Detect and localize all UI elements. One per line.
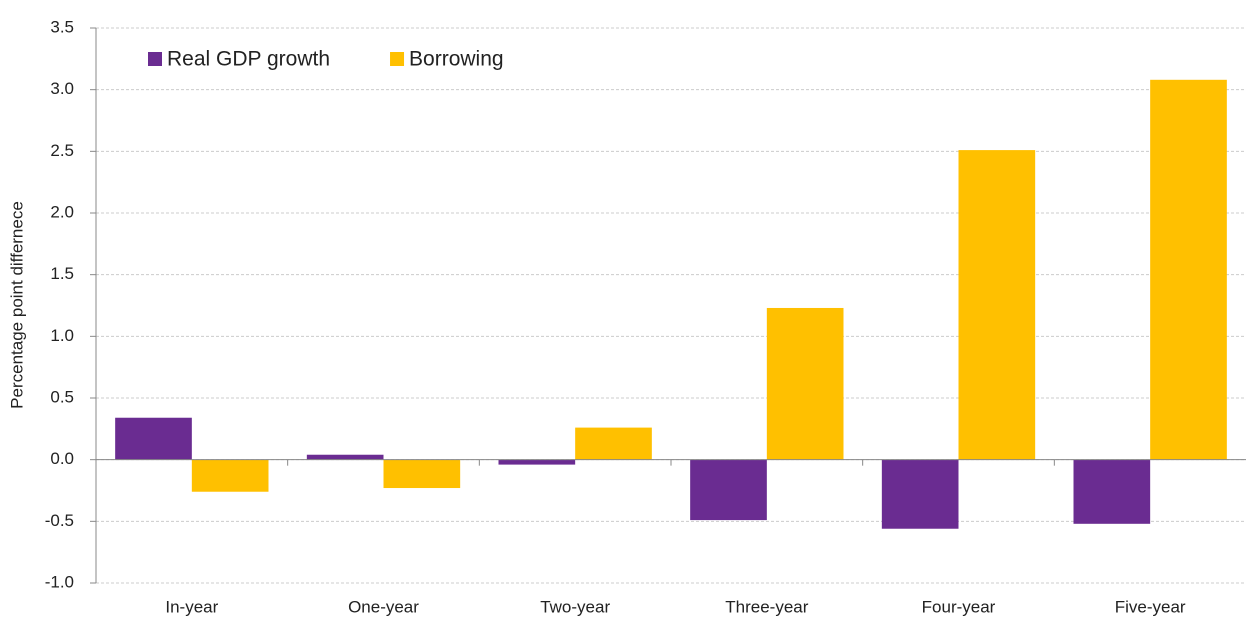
bar xyxy=(383,459,461,489)
y-tick-label: 2.5 xyxy=(50,141,74,160)
y-tick-label: 0.0 xyxy=(50,449,74,468)
x-tick-label: Five-year xyxy=(1115,597,1186,616)
y-tick-label: -0.5 xyxy=(45,511,74,530)
bar xyxy=(115,417,192,460)
y-tick-label: 3.5 xyxy=(50,17,74,36)
x-tick-label: In-year xyxy=(165,597,218,616)
legend-swatch xyxy=(390,52,405,66)
y-tick-label: 2.0 xyxy=(50,202,74,221)
y-tick-label: -1.0 xyxy=(45,572,74,591)
bar xyxy=(690,459,767,521)
bar xyxy=(1073,459,1151,524)
bar xyxy=(498,459,576,465)
bar xyxy=(1150,79,1227,460)
y-tick-label: 1.5 xyxy=(50,264,74,283)
y-tick-label: 3.0 xyxy=(50,79,74,98)
bar xyxy=(958,150,1036,460)
bar xyxy=(766,307,844,460)
legend-label: Real GDP growth xyxy=(167,48,330,71)
y-axis-label: Percentage point differnece xyxy=(7,201,26,409)
x-tick-label: Two-year xyxy=(540,597,610,616)
y-tick-label: 1.0 xyxy=(50,326,74,345)
legend-swatch xyxy=(148,52,162,66)
bar xyxy=(881,459,959,529)
x-tick-label: Four-year xyxy=(922,597,996,616)
y-tick-label: 0.5 xyxy=(50,387,74,406)
legend-label: Borrowing xyxy=(409,48,504,71)
bar xyxy=(191,459,269,492)
bar xyxy=(306,454,384,460)
x-tick-label: Three-year xyxy=(725,597,808,616)
x-tick-label: One-year xyxy=(348,597,419,616)
bar xyxy=(575,427,652,460)
